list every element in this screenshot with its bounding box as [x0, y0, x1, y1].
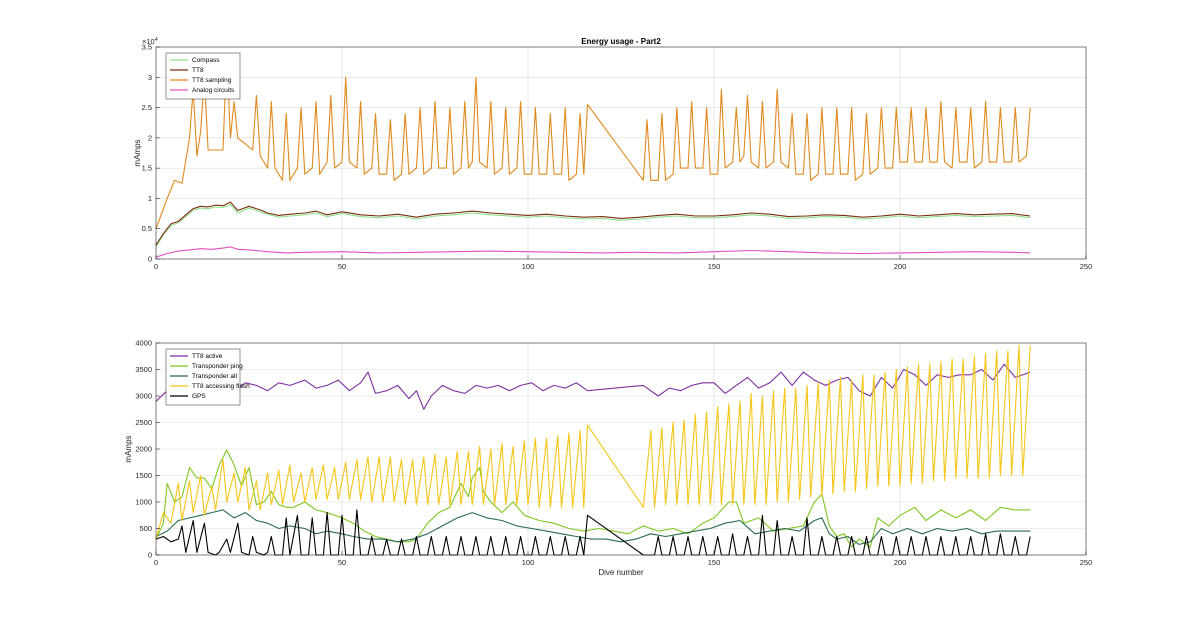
y-tick-label: 2000 — [135, 445, 152, 454]
series-line-tt8 — [155, 201, 1031, 246]
x-tick-label: 200 — [894, 262, 907, 271]
legend-label-tt8: TT8 — [192, 67, 204, 74]
y-tick-label: 1.5 — [142, 164, 152, 173]
legend-label-transponder-ping: Transponder ping — [192, 363, 243, 370]
y-tick-label: 3 — [148, 73, 152, 82]
top-chart-title: Energy usage - Part2 — [581, 37, 661, 46]
y-tick-label: 0.5 — [142, 224, 152, 233]
series-line-tt8-accessing-flash — [155, 345, 1031, 540]
series-line-compass — [155, 203, 1031, 248]
top-axes: 0 50 100 150 200 250 0 0.5 1 1.5 2 2.5 3 3.5 Energy u… — [133, 37, 1092, 271]
legend-label-tt8-accessing-flash: TT8 accessing flash — [192, 383, 250, 390]
x-tick-label: 150 — [708, 262, 721, 271]
top-grid — [156, 47, 1086, 259]
top-tick-labels: 0 50 100 150 200 250 0 0.5 1 1.5 2 2.5 3 3.5 — [142, 43, 1093, 272]
y-tick-label: 500 — [139, 524, 152, 533]
top-y-exponent-label: ×104 — [142, 37, 158, 46]
y-tick-label: 3500 — [135, 365, 152, 374]
series-line-tt8-active — [155, 363, 1031, 410]
bottom-y-axis-label: mAmps — [124, 435, 133, 462]
x-tick-label: 100 — [522, 558, 535, 567]
legend-box — [165, 52, 241, 100]
x-tick-label: 200 — [894, 558, 907, 567]
x-tick-label: 250 — [1080, 558, 1093, 567]
x-tick-label: 0 — [154, 558, 158, 567]
y-tick-label: 1 — [148, 194, 152, 203]
series-line-transponder-all — [155, 509, 1031, 545]
bottom-x-axis-label: Dive number — [598, 568, 644, 577]
bottom-axes: 0 50 100 150 200 2500500100015002000250030003… — [124, 339, 1092, 578]
legend-label-compass: Compass — [192, 57, 220, 64]
series-line-analog-circuits — [155, 246, 1031, 258]
top-plot-area — [156, 47, 1086, 259]
legend-label-transponder-all: Transponder all — [192, 373, 237, 380]
top-legend: Compass TT8 TT8 sampling Analog circuits — [165, 52, 241, 100]
y-tick-label: 1500 — [135, 471, 152, 480]
x-tick-label: 150 — [708, 558, 721, 567]
y-tick-label: 4000 — [135, 339, 152, 348]
y-tick-label: 2 — [148, 133, 152, 142]
legend-label-tt8-active: TT8 active — [192, 353, 223, 360]
x-tick-label: 50 — [338, 262, 346, 271]
y-tick-label: 3000 — [135, 392, 152, 401]
x-tick-label: 50 — [338, 558, 346, 567]
y-tick-label: 1000 — [135, 498, 152, 507]
legend-label-tt8-sampling: TT8 sampling — [192, 77, 232, 84]
top-axes-box — [155, 46, 1087, 260]
bottom-grid — [156, 343, 1086, 555]
y-tick-label: 3.5 — [142, 43, 152, 52]
x-tick-label: 250 — [1080, 262, 1093, 271]
legend-label-gps: GPS — [192, 393, 206, 400]
top-series — [155, 52, 1031, 258]
bottom-tick-labels: 0 50 100 150 200 2500500100015002000250030003… — [135, 339, 1092, 568]
y-tick-label: 0 — [148, 255, 152, 264]
y-tick-label: 2500 — [135, 418, 152, 427]
y-tick-label: 0 — [148, 551, 152, 560]
series-line-tt8-sampling — [155, 52, 1031, 229]
y-tick-label: 2.5 — [142, 103, 152, 112]
legend-label-analog-circuits: Analog circuits — [192, 87, 235, 94]
top-y-axis-label: mAmps — [133, 139, 142, 166]
bottom-legend: TT8 active Transponder ping Transponder al… — [165, 348, 250, 406]
x-tick-label: 0 — [154, 262, 158, 271]
x-tick-label: 100 — [522, 262, 535, 271]
